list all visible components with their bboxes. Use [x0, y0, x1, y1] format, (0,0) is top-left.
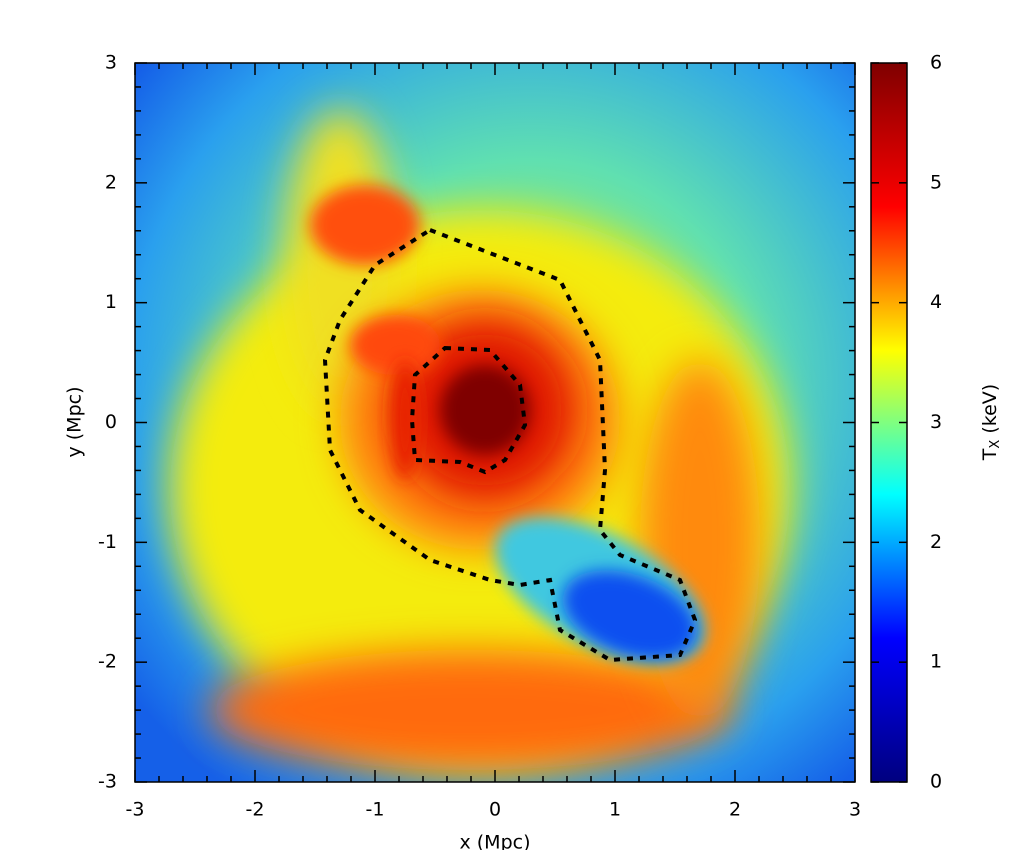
x-tick-label: 1: [609, 799, 621, 821]
colorbar-tick-label: 0: [930, 771, 942, 793]
colorbar-tick-label: 5: [930, 171, 942, 193]
x-tick-label: -2: [246, 799, 265, 821]
x-tick-label: 2: [729, 799, 741, 821]
x-tick-label: 3: [849, 799, 861, 821]
y-axis-label: y (Mpc): [64, 386, 86, 457]
y-tick-label: 3: [105, 52, 117, 74]
colorbar-label: TX (keV): [979, 384, 1003, 461]
y-tick-label: -1: [98, 531, 117, 553]
y-tick-label: 1: [105, 291, 117, 313]
colorbar-tick-label: 2: [930, 531, 942, 553]
x-tick-label: 0: [489, 799, 501, 821]
temperature-map: [135, 63, 855, 782]
colorbar-tick-label: 1: [930, 651, 942, 673]
colorbar-tick-label: 4: [930, 291, 942, 313]
y-tick-label: 0: [105, 411, 117, 433]
x-axis-label: x (Mpc): [459, 832, 530, 850]
colorbar-tick-label: 3: [930, 411, 942, 433]
colorbar-tick-label: 6: [930, 52, 942, 74]
y-tick-label: 2: [105, 171, 117, 193]
y-tick-label: -3: [98, 771, 117, 793]
x-tick-label: -1: [366, 799, 385, 821]
x-tick-label: -3: [126, 799, 145, 821]
y-tick-label: -2: [98, 651, 117, 673]
